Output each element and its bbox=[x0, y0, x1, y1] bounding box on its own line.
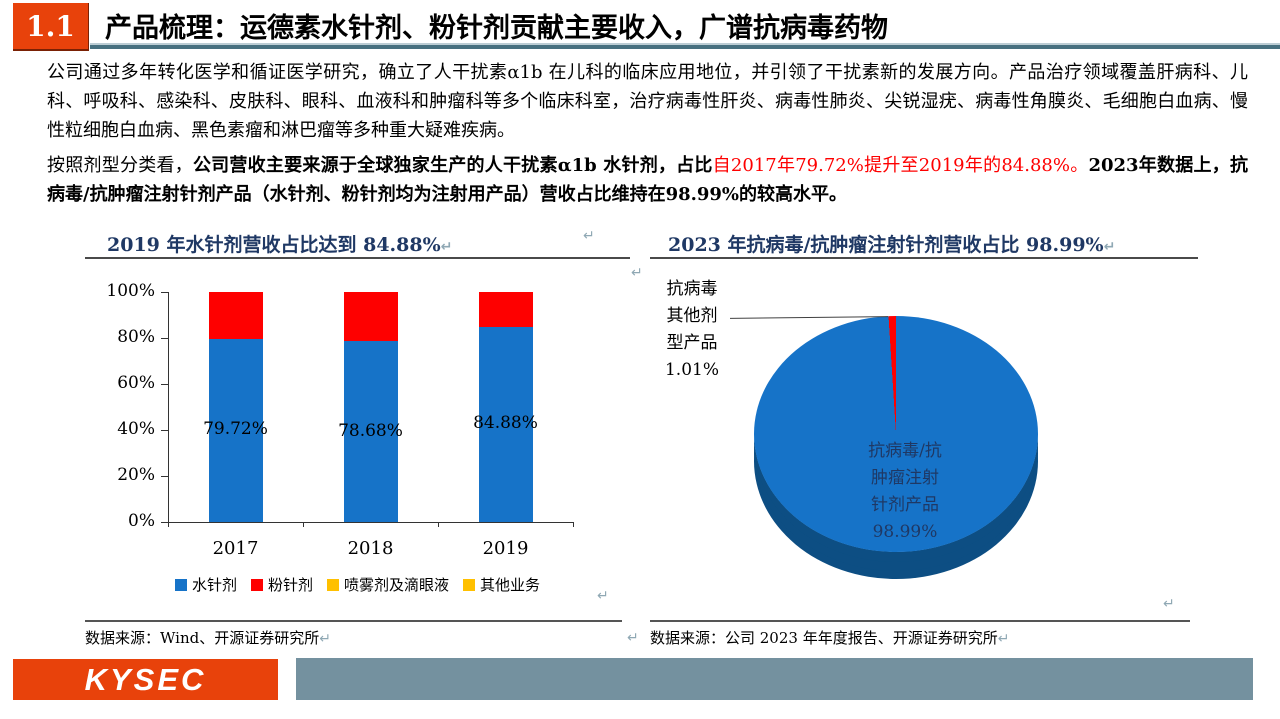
pie-chart-title-text: 2023 年抗病毒/抗肿瘤注射针剂营收占比 98.99% bbox=[668, 234, 1104, 256]
bar-chart-title-text: 2019 年水针剂营收占比达到 84.88% bbox=[107, 234, 441, 256]
bar-value-label: 79.72% bbox=[203, 419, 268, 440]
x-category-label: 2018 bbox=[347, 538, 394, 559]
pie-title-underline bbox=[650, 257, 1198, 259]
return-mark-icon: ↵ bbox=[440, 239, 453, 255]
body-text: 公司通过多年转化医学和循证医学研究，确立了人干扰素α1b 在儿科的临床应用地位，… bbox=[47, 58, 1248, 215]
bar-title-underline bbox=[85, 257, 630, 259]
paragraph-2-highlight: 自2017年79.72%提升至2019年的84.88%。 bbox=[712, 155, 1089, 176]
x-category-label: 2017 bbox=[212, 538, 259, 559]
footer-bar bbox=[296, 658, 1253, 700]
paragraph-2-lead: 按照剂型分类看， bbox=[47, 155, 193, 176]
paragraph-2-bold: 公司营收主要来源于全球独家生产的人干扰素α1b 水针剂，占比 bbox=[192, 155, 713, 176]
bar-segment-powder bbox=[343, 292, 398, 342]
pie-main-slice-label: 抗病毒/抗 肿瘤注射 针剂产品 98.99% bbox=[868, 441, 942, 542]
return-mark-icon: ↵ bbox=[997, 631, 1010, 647]
y-tick-label: 100% bbox=[106, 281, 155, 301]
pie-chart-title: 2023 年抗病毒/抗肿瘤注射针剂营收占比 98.99%↵ bbox=[668, 230, 1115, 257]
bar-source-text: 数据来源：Wind、开源证券研究所 bbox=[85, 629, 320, 647]
bar-segment-powder bbox=[208, 292, 263, 339]
pie-source: 数据来源：公司 2023 年年度报告、开源证券研究所↵ bbox=[650, 627, 1009, 648]
bar-source: 数据来源：Wind、开源证券研究所↵ bbox=[85, 627, 331, 648]
y-tick-label: 60% bbox=[117, 373, 155, 393]
kysec-logo-text: KYSEC bbox=[84, 661, 207, 697]
legend-label: 喷雾剂及滴眼液 bbox=[344, 576, 450, 594]
legend-item: 其他业务 bbox=[463, 574, 540, 595]
return-mark-icon: ↵ bbox=[1163, 596, 1175, 612]
x-tick bbox=[438, 522, 439, 527]
pie-source-rule bbox=[650, 620, 1190, 622]
return-mark-icon: ↵ bbox=[319, 631, 331, 647]
y-tick bbox=[161, 384, 168, 385]
y-tick-label: 20% bbox=[117, 465, 155, 485]
x-tick bbox=[573, 522, 574, 527]
legend-label: 其他业务 bbox=[480, 576, 541, 594]
bar-legend: 水针剂 粉针剂 喷雾剂及滴眼液 其他业务 bbox=[85, 574, 630, 595]
pie-chart-panel: 2023 年抗病毒/抗肿瘤注射针剂营收占比 98.99%↵ 抗病毒/抗 肿瘤注射… bbox=[645, 228, 1200, 668]
bar-value-label: 84.88% bbox=[473, 413, 538, 434]
return-mark-icon: ↵ bbox=[631, 265, 643, 281]
legend-item: 水针剂 bbox=[174, 574, 237, 595]
y-tick bbox=[161, 522, 168, 523]
y-tick-label: 40% bbox=[117, 419, 155, 439]
y-tick bbox=[161, 430, 168, 431]
y-tick-label: 80% bbox=[117, 327, 155, 347]
bar-segment-powder bbox=[478, 292, 533, 327]
y-tick bbox=[161, 476, 168, 477]
bar-chart-panel: 2019 年水针剂营收占比达到 84.88%↵ 水针剂 粉针剂 喷雾剂及滴眼液 其他业… bbox=[85, 228, 630, 668]
legend-label: 粉针剂 bbox=[267, 576, 313, 594]
pie-small-slice-label: 抗病毒 其他剂 型产品 1.01% bbox=[664, 279, 719, 380]
bar-source-rule bbox=[85, 620, 622, 622]
section-number: 1.1 bbox=[26, 9, 75, 43]
paragraph-2-bold-2: 2023年数据上，抗病毒/抗肿瘤注射针剂产品（水针剂、粉针剂均为注射用产品）营收… bbox=[47, 155, 1248, 205]
bar-chart-title: 2019 年水针剂营收占比达到 84.88%↵ bbox=[107, 230, 452, 257]
return-mark-icon: ↵ bbox=[1103, 239, 1116, 255]
bar-segment-water bbox=[208, 338, 263, 522]
legend-swatch bbox=[174, 579, 187, 591]
legend-item: 粉针剂 bbox=[250, 574, 313, 595]
y-axis bbox=[168, 292, 169, 523]
paragraph-1-text: 公司通过多年转化医学和循证医学研究，确立了人干扰素α1b 在儿科的临床应用地位，… bbox=[47, 62, 1248, 141]
y-tick bbox=[161, 292, 168, 293]
x-axis bbox=[168, 522, 574, 523]
legend-swatch bbox=[327, 579, 339, 591]
bar-value-label: 78.68% bbox=[338, 420, 403, 441]
legend-label: 水针剂 bbox=[191, 576, 237, 594]
legend-swatch bbox=[463, 579, 476, 591]
x-tick bbox=[303, 522, 304, 527]
x-tick bbox=[168, 522, 169, 527]
paragraph-2: 按照剂型分类看，公司营收主要来源于全球独家生产的人干扰素α1b 水针剂，占比自2… bbox=[47, 151, 1248, 209]
return-mark-icon: ↵ bbox=[583, 228, 595, 244]
pie-source-text: 数据来源：公司 2023 年年度报告、开源证券研究所 bbox=[650, 629, 998, 647]
pie-chart bbox=[754, 316, 1038, 552]
x-category-label: 2019 bbox=[482, 538, 529, 559]
kysec-logo: KYSEC bbox=[13, 659, 278, 700]
header-rule bbox=[90, 43, 1280, 49]
legend-swatch bbox=[250, 579, 263, 591]
return-mark-icon: ↵ bbox=[627, 630, 639, 646]
bar-segment-water bbox=[343, 341, 398, 522]
bar-segment-water bbox=[478, 326, 533, 522]
paragraph-1: 公司通过多年转化医学和循证医学研究，确立了人干扰素α1b 在儿科的临床应用地位，… bbox=[47, 58, 1248, 145]
return-mark-icon: ↵ bbox=[597, 588, 609, 604]
y-tick bbox=[161, 338, 168, 339]
y-tick-label: 0% bbox=[128, 511, 155, 531]
page-title: 产品梳理：运德素水针剂、粉针剂贡献主要收入，广谱抗病毒药物 bbox=[105, 13, 888, 44]
section-number-badge: 1.1 bbox=[13, 3, 89, 51]
legend-item: 喷雾剂及滴眼液 bbox=[327, 574, 449, 595]
